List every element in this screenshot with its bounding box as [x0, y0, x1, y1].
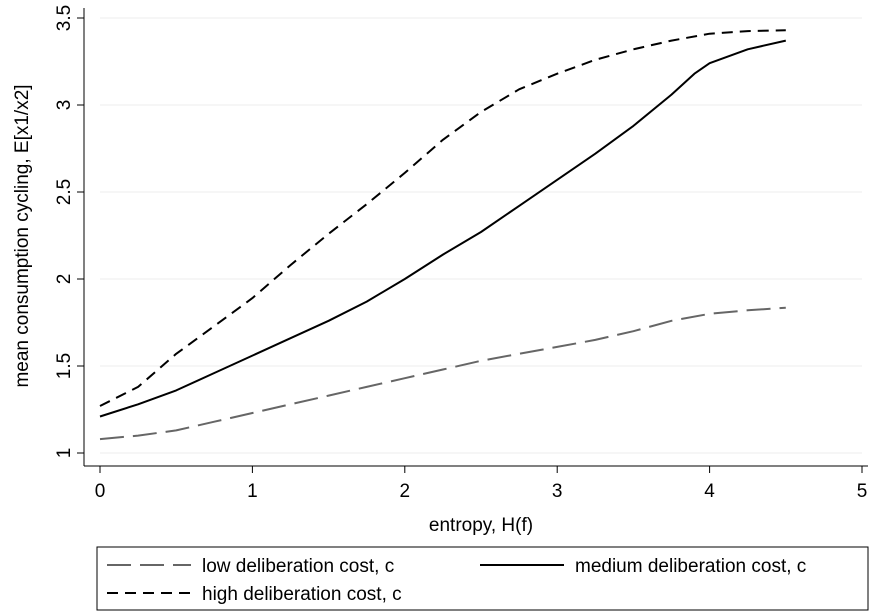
- axes: 1 1.5 2 2.5 3 3.5 0 1 2 3 4 5: [54, 5, 868, 502]
- y-tick-label: 2.5: [54, 179, 75, 205]
- x-tick-label: 2: [400, 481, 411, 502]
- legend-item: high deliberation cost, c: [107, 584, 402, 605]
- legend-box: [96, 546, 869, 611]
- legend-item: medium deliberation cost, c: [480, 556, 806, 577]
- x-tick-label: 1: [247, 481, 258, 502]
- x-tick-label: 3: [552, 481, 563, 502]
- legend: low deliberation cost, c medium deliberat…: [96, 546, 869, 611]
- x-tick-label: 0: [95, 481, 106, 502]
- y-axis-label: mean consumption cycling, E[x1/x2]: [12, 84, 33, 387]
- y-tick-label: 2: [54, 274, 75, 285]
- x-tick-label: 4: [704, 481, 715, 502]
- series-lines: [99, 29, 787, 441]
- legend-label: low deliberation cost, c: [202, 556, 394, 577]
- x-axis-label: entropy, H(f): [429, 515, 533, 536]
- series-line-2: [99, 39, 787, 418]
- legend-label: high deliberation cost, c: [202, 584, 402, 605]
- x-tick-label: 5: [857, 481, 868, 502]
- y-tick-label: 3.5: [54, 5, 75, 31]
- y-tick-label: 1.5: [54, 353, 75, 379]
- y-tick-label: 1: [54, 448, 75, 459]
- series-line-1: [99, 306, 786, 441]
- legend-label: medium deliberation cost, c: [575, 556, 806, 577]
- series-line-3: [99, 29, 786, 407]
- gridlines: [100, 17, 862, 454]
- y-tick-label: 3: [54, 100, 75, 111]
- legend-item: low deliberation cost, c: [107, 556, 394, 577]
